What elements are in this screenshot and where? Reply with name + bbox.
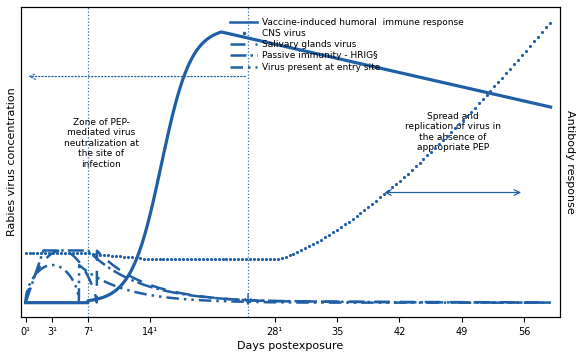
Vaccine-induced humoral  immune response: [436, 79, 443, 84]
Virus present at entry site: [436, 300, 443, 305]
Passive immunity - HRIG§: [547, 300, 554, 305]
CNS virus: [547, 19, 554, 24]
Virus present at entry site: [49, 263, 56, 267]
CNS virus: [436, 142, 443, 146]
Passive immunity - HRIG§: [22, 300, 29, 305]
Salivary glands virus: [278, 299, 285, 304]
Virus present at entry site: [547, 300, 554, 305]
Salivary glands virus: [436, 300, 443, 304]
Salivary glands virus: [58, 248, 65, 253]
Salivary glands virus: [264, 299, 271, 303]
Virus present at entry site: [49, 263, 56, 267]
Virus present at entry site: [532, 300, 539, 305]
Vaccine-induced humoral  immune response: [532, 101, 539, 106]
Passive immunity - HRIG§: [532, 300, 539, 305]
Salivary glands virus: [49, 251, 56, 255]
Passive immunity - HRIG§: [264, 299, 271, 303]
Salivary glands virus: [532, 300, 539, 305]
Line: Passive immunity - HRIG§: Passive immunity - HRIG§: [26, 251, 551, 303]
Legend: Vaccine-induced humoral  immune response, CNS virus, Salivary glands virus, Pass: Vaccine-induced humoral immune response,…: [230, 18, 463, 72]
Vaccine-induced humoral  immune response: [22, 300, 29, 305]
X-axis label: Days postexposure: Days postexposure: [237, 341, 343, 351]
Line: CNS virus: CNS virus: [24, 20, 552, 261]
Virus present at entry site: [22, 300, 29, 305]
Virus present at entry site: [264, 300, 271, 304]
Salivary glands virus: [547, 300, 554, 305]
Passive immunity - HRIG§: [49, 248, 56, 253]
Vaccine-induced humoral  immune response: [218, 30, 225, 34]
Line: Virus present at entry site: Virus present at entry site: [26, 265, 551, 303]
CNS virus: [22, 251, 29, 256]
Text: Zone of PEP-
mediated virus
neutralization at
the site of
infection: Zone of PEP- mediated virus neutralizati…: [63, 118, 139, 169]
Passive immunity - HRIG§: [278, 299, 285, 303]
Salivary glands virus: [22, 300, 29, 305]
Y-axis label: Antibody response: Antibody response: [565, 110, 575, 214]
Vaccine-induced humoral  immune response: [49, 300, 56, 305]
CNS virus: [264, 257, 271, 261]
Virus present at entry site: [278, 300, 285, 305]
Vaccine-induced humoral  immune response: [547, 105, 554, 109]
Line: Vaccine-induced humoral  immune response: Vaccine-induced humoral immune response: [26, 32, 551, 303]
CNS virus: [49, 251, 56, 256]
CNS virus: [532, 38, 539, 42]
Text: Spread and
replication of virus in
the absence of
appropriate PEP: Spread and replication of virus in the a…: [404, 112, 501, 152]
Vaccine-induced humoral  immune response: [532, 101, 539, 106]
Passive immunity - HRIG§: [532, 300, 539, 305]
Vaccine-induced humoral  immune response: [278, 43, 285, 48]
Line: Salivary glands virus: Salivary glands virus: [26, 251, 551, 303]
Y-axis label: Rabies virus concentration: Rabies virus concentration: [7, 88, 17, 236]
Salivary glands virus: [532, 300, 539, 305]
CNS virus: [147, 257, 154, 261]
CNS virus: [532, 37, 539, 42]
Passive immunity - HRIG§: [40, 248, 47, 253]
Vaccine-induced humoral  immune response: [264, 40, 271, 44]
Virus present at entry site: [532, 300, 539, 305]
Passive immunity - HRIG§: [436, 300, 443, 305]
CNS virus: [278, 256, 285, 260]
